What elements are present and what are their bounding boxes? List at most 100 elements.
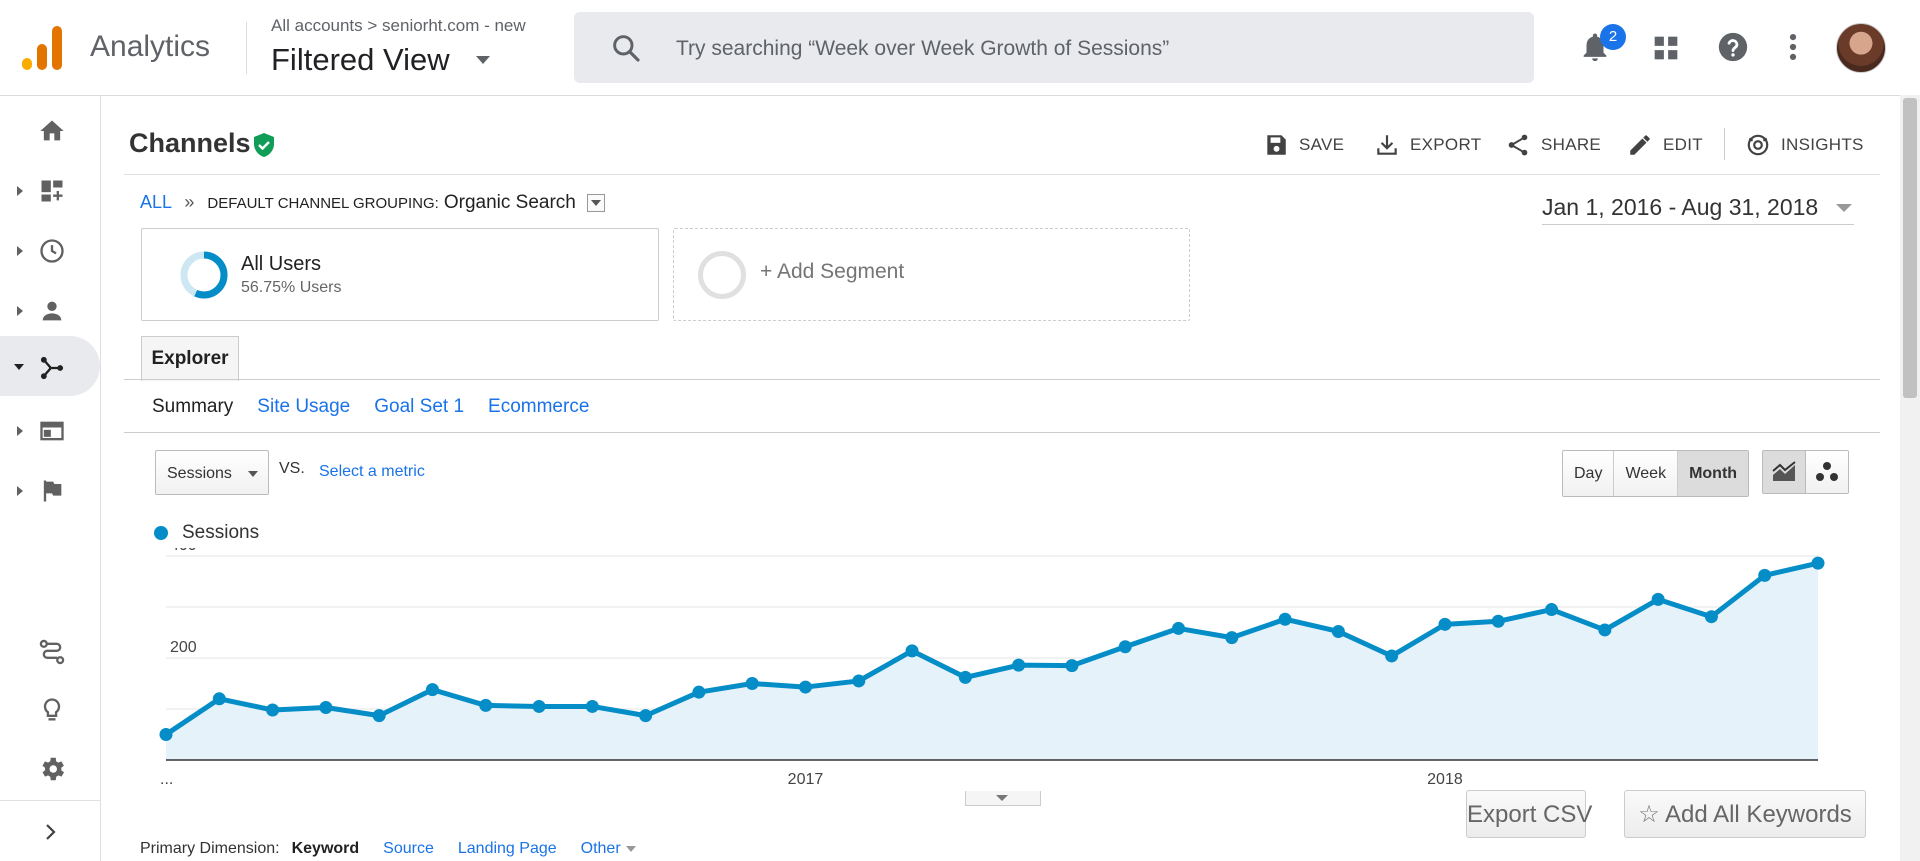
metric-select[interactable]: Sessions xyxy=(155,450,269,495)
date-range-picker[interactable]: Jan 1, 2016 - Aug 31, 2018 xyxy=(1542,194,1854,225)
subtab-site-usage[interactable]: Site Usage xyxy=(257,396,351,417)
data-point[interactable] xyxy=(1438,617,1452,631)
data-point[interactable] xyxy=(1704,610,1718,624)
breadcrumb-all-link[interactable]: ALL xyxy=(140,192,172,212)
dimension-source[interactable]: Source xyxy=(383,840,434,857)
segment-all-users[interactable]: All Users 56.75% Users xyxy=(141,228,659,321)
data-point[interactable] xyxy=(745,677,759,690)
data-point[interactable] xyxy=(1491,614,1505,628)
admin-gear-icon[interactable] xyxy=(37,754,67,784)
expand-chevron-icon[interactable] xyxy=(38,820,62,844)
period-week-button[interactable]: Week xyxy=(1613,451,1678,496)
data-point[interactable] xyxy=(1545,603,1559,617)
account-breadcrumb[interactable]: All accounts > seniorht.com - new xyxy=(271,16,526,35)
export-csv-button[interactable]: Export CSV xyxy=(1466,790,1592,838)
search-bar[interactable] xyxy=(574,12,1534,83)
search-input[interactable] xyxy=(674,32,1498,66)
discover-icon[interactable] xyxy=(38,696,66,724)
date-range-text: Jan 1, 2016 - Aug 31, 2018 xyxy=(1542,194,1819,220)
view-selector[interactable]: Filtered View xyxy=(271,42,450,77)
grouping-value: Organic Search xyxy=(443,192,576,213)
line-chart-button[interactable] xyxy=(1763,451,1806,493)
data-point[interactable] xyxy=(532,699,546,713)
data-point[interactable] xyxy=(1065,659,1079,673)
dimension-other[interactable]: Other xyxy=(581,840,636,858)
subtab-goal-set-1[interactable]: Goal Set 1 xyxy=(374,396,465,417)
subtab-summary[interactable]: Summary xyxy=(152,396,234,417)
period-day-button[interactable]: Day xyxy=(1563,451,1614,496)
more-vert-icon[interactable] xyxy=(1776,30,1810,64)
share-button[interactable]: SHARE xyxy=(1505,128,1601,162)
motion-chart-button[interactable] xyxy=(1806,451,1848,493)
scrollbar-thumb[interactable] xyxy=(1903,98,1917,398)
avatar[interactable] xyxy=(1836,23,1886,73)
data-point[interactable] xyxy=(212,692,226,706)
data-point[interactable] xyxy=(266,703,280,717)
data-point[interactable] xyxy=(852,674,866,688)
data-point[interactable] xyxy=(639,709,653,723)
data-point[interactable] xyxy=(1118,640,1132,654)
data-point[interactable] xyxy=(1651,592,1665,606)
data-point[interactable] xyxy=(159,728,173,741)
insights-label: INSIGHTS xyxy=(1781,135,1864,154)
subtab-ecommerce[interactable]: Ecommerce xyxy=(488,396,590,417)
data-point[interactable] xyxy=(1225,631,1239,645)
nav-conversions[interactable] xyxy=(0,461,100,521)
add-all-keywords-button[interactable]: ☆ Add All Keywords xyxy=(1624,790,1866,838)
primary-dimension-label: Primary Dimension: xyxy=(140,840,280,857)
data-point[interactable] xyxy=(798,680,812,694)
segment-detail: 56.75% Users xyxy=(241,279,342,296)
data-point[interactable] xyxy=(958,670,972,684)
edit-button[interactable]: EDIT xyxy=(1627,128,1703,162)
save-icon xyxy=(1267,135,1286,155)
period-month-button[interactable]: Month xyxy=(1677,451,1749,496)
nav-home[interactable] xyxy=(0,101,100,161)
dimension-landing-page[interactable]: Landing Page xyxy=(457,840,557,857)
nav-customization[interactable] xyxy=(0,161,100,221)
save-button[interactable]: SAVE xyxy=(1263,128,1344,162)
nav-realtime[interactable] xyxy=(0,221,100,281)
data-point[interactable] xyxy=(479,698,493,712)
chevron-down-icon[interactable] xyxy=(476,56,490,64)
nav-audience[interactable] xyxy=(0,281,100,341)
insights-button[interactable]: INSIGHTS xyxy=(1745,128,1864,162)
apps-grid-icon[interactable] xyxy=(1649,31,1683,65)
analytics-logo-icon[interactable] xyxy=(22,26,64,70)
acquisition-icon xyxy=(40,356,64,380)
sessions-chart[interactable]: 200 400... 2017 2018 xyxy=(130,548,1840,792)
dashboard-add-icon xyxy=(41,180,63,202)
search-icon[interactable] xyxy=(610,32,642,64)
add-segment-button[interactable]: + Add Segment xyxy=(673,228,1190,321)
segment-donut-icon xyxy=(180,251,228,299)
export-button[interactable]: EXPORT xyxy=(1374,128,1481,162)
expand-arrow-icon xyxy=(17,246,23,256)
data-point[interactable] xyxy=(1758,568,1772,582)
data-point[interactable] xyxy=(585,699,599,713)
insights-icon xyxy=(1747,134,1769,156)
dimension-keyword[interactable]: Keyword xyxy=(291,840,360,857)
data-point[interactable] xyxy=(692,685,706,699)
nav-behavior[interactable] xyxy=(0,401,100,461)
data-point[interactable] xyxy=(425,683,439,697)
data-point[interactable] xyxy=(1811,556,1825,570)
expand-arrow-icon xyxy=(17,486,23,496)
person-icon xyxy=(42,301,62,321)
data-point[interactable] xyxy=(372,709,386,723)
select-metric-link[interactable]: Select a metric xyxy=(319,463,425,480)
collapse-arrow-icon xyxy=(14,364,24,370)
chart-collapse-toggle[interactable] xyxy=(965,791,1041,806)
grouping-dropdown[interactable] xyxy=(586,194,605,213)
clock-icon xyxy=(40,239,64,263)
data-point[interactable] xyxy=(319,700,333,714)
data-point[interactable] xyxy=(1331,624,1345,638)
data-point[interactable] xyxy=(1012,658,1026,672)
data-point[interactable] xyxy=(1385,649,1399,663)
tab-explorer[interactable]: Explorer xyxy=(141,336,239,381)
attribution-icon[interactable] xyxy=(38,638,66,666)
data-point[interactable] xyxy=(1598,623,1612,637)
help-icon[interactable] xyxy=(1716,30,1750,64)
data-point[interactable] xyxy=(1172,621,1186,635)
nav-acquisition[interactable] xyxy=(0,336,100,396)
data-point[interactable] xyxy=(1278,612,1292,626)
data-point[interactable] xyxy=(905,644,919,658)
